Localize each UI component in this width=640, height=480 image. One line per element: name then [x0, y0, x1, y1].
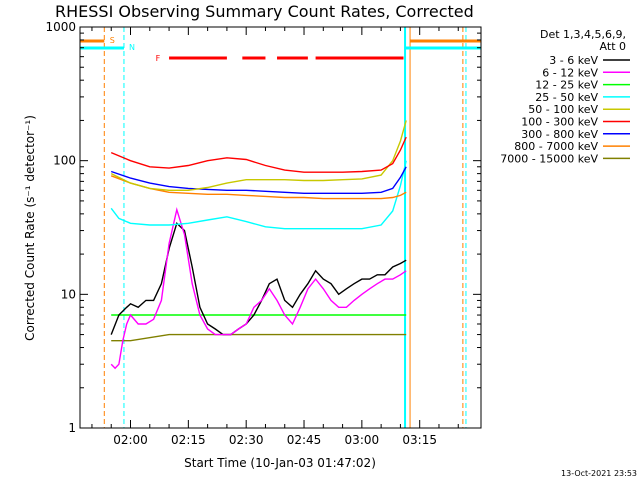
series-line — [110, 175, 407, 200]
x-tick-label: 02:30 — [229, 433, 264, 447]
x-axis: 02:00 02:15 02:30 02:45 03:00 03:15 — [91, 27, 459, 447]
series-line — [110, 120, 407, 192]
y-tick-label: 1000 — [45, 20, 76, 34]
timestamp: 13-Oct-2021 23:53 — [561, 469, 637, 478]
flag-label-s: S — [110, 36, 115, 45]
flag-label-n: N — [129, 43, 135, 52]
legend-header-line: Det 1,3,4,5,6,9, — [540, 28, 626, 41]
chart-title: RHESSI Observing Summary Count Rates, Co… — [55, 2, 474, 21]
legend-entry-label: 100 - 300 keV — [521, 116, 598, 129]
series-line — [111, 333, 407, 342]
flag-layer: S N F — [80, 27, 481, 428]
x-tick-label: 02:00 — [113, 433, 148, 447]
legend-entry-label: 7000 - 15000 keV — [500, 152, 598, 165]
y-tick-label: 1 — [68, 421, 76, 435]
legend-entry-label: 800 - 7000 keV — [514, 140, 598, 153]
series-line — [110, 206, 407, 370]
series-line — [110, 136, 407, 173]
y-tick-label: 10 — [61, 287, 76, 301]
series-layer — [110, 120, 407, 370]
x-tick-label: 02:15 — [171, 433, 206, 447]
y-tick-label: 100 — [53, 154, 76, 168]
legend-entry-label: 6 - 12 keV — [542, 66, 598, 79]
series-line — [110, 222, 407, 336]
x-tick-label: 03:15 — [402, 433, 437, 447]
legend-entry-label: 300 - 800 keV — [521, 128, 598, 141]
legend-entry-label: 12 - 25 keV — [535, 79, 598, 92]
legend-header-line: Att 0 — [600, 40, 626, 53]
legend-entry-label: 3 - 6 keV — [549, 54, 598, 67]
plot-frame — [79, 26, 482, 429]
x-tick-label: 03:00 — [345, 433, 380, 447]
y-axis: 1 10 100 1000 — [45, 20, 481, 435]
legend-entry-label: 50 - 100 keV — [528, 103, 598, 116]
flag-label-f: F — [156, 54, 161, 63]
y-axis-label: Corrected Count Rate (s⁻¹ detector⁻¹) — [23, 115, 37, 341]
x-axis-label: Start Time (10-Jan-03 01:47:02) — [184, 456, 376, 470]
x-tick-label: 02:45 — [287, 433, 322, 447]
series-line — [110, 160, 407, 230]
legend-entry-label: 25 - 50 keV — [535, 91, 598, 104]
series-line — [110, 166, 407, 195]
